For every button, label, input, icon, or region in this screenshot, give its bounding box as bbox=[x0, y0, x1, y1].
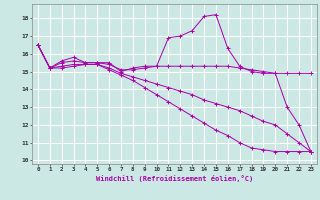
X-axis label: Windchill (Refroidissement éolien,°C): Windchill (Refroidissement éolien,°C) bbox=[96, 175, 253, 182]
